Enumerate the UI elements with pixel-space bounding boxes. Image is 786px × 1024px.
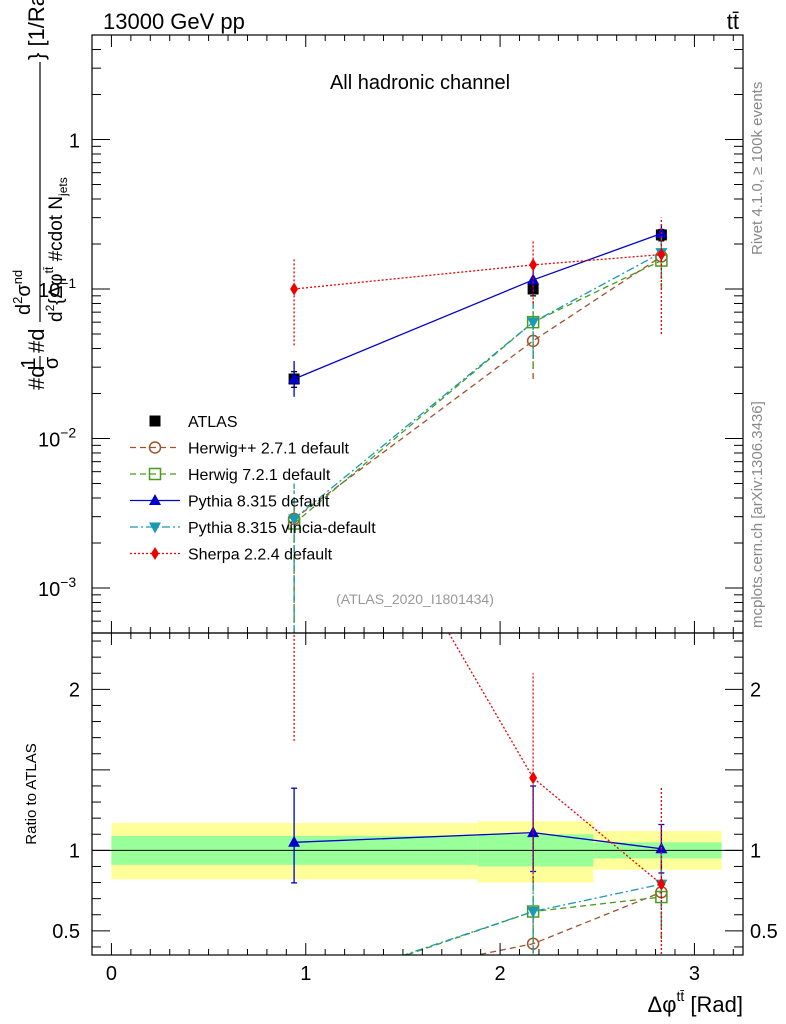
series-2-ratio-line [404, 896, 662, 955]
series-4-ratio-point-0 [288, 988, 300, 999]
series-5-point-0 [290, 282, 299, 296]
series-3-ratio-point-0 [288, 835, 301, 847]
series-4-ratio-point-1 [527, 907, 540, 919]
series-5-line [294, 253, 662, 290]
series-5-ratio-point-2 [657, 877, 666, 891]
x-tick-label: 0 [106, 963, 117, 985]
series-2-line [293, 259, 662, 525]
svg-text:} [1/Rad]: } [1/Rad] [24, 0, 49, 60]
svg-text:1: 1 [18, 357, 40, 368]
main-series [287, 217, 668, 633]
rivet-label: Rivet 4.1.0, ≥ 100k events [749, 82, 766, 255]
y-tick-label: 10−2 [38, 424, 76, 451]
series-5-ratio-line [448, 633, 662, 885]
x-tick-label: 2 [495, 963, 506, 985]
series-2-ratio-point-0 [289, 988, 300, 999]
series-5-ratio-point-1 [529, 771, 538, 785]
svg-text:d2σnd: d2σnd [10, 270, 35, 315]
process-label: tt̄ [727, 9, 739, 34]
series-1-ratio-line [474, 891, 662, 955]
series-4-point-1 [527, 317, 540, 329]
legend-marker-2 [148, 467, 162, 481]
ratio-tick-label: 0.5 [52, 921, 80, 943]
legend-marker-4 [149, 522, 161, 534]
x-axis-label: Δφtt̄ [Rad] [648, 988, 743, 1017]
analysis-id: (ATLAS_2020_I1801434) [336, 591, 494, 607]
series-5-point-1 [529, 258, 538, 272]
chart-title: All hadronic channel [330, 72, 510, 94]
y-tick-label: 10−3 [38, 574, 76, 601]
svg-text:#d: #d [24, 366, 49, 390]
axis-ticks: 0 1 2 3 1 10−1 10−2 10−3 0.5 0.5 1 1 2 2 [38, 34, 778, 985]
legend-marker-1 [148, 441, 162, 454]
legend-label-5: Sherpa 2.2.4 default [188, 547, 333, 564]
legend-marker-3 [149, 494, 161, 505]
series-3-point-0 [288, 372, 301, 384]
ratio-tick-label-right: 0.5 [750, 921, 778, 943]
y-tick-label: 1 [69, 130, 80, 152]
y-axis-label: #d 1 σ #d d2σnd d2{Δφtt̄ #cdot Njets } [… [10, 0, 70, 390]
legend-label-3: Pythia 8.315 default [188, 494, 330, 511]
legend-label-4: Pythia 8.315 vincia-default [188, 520, 376, 537]
series-4-ratio-line [402, 883, 662, 955]
legend-label-2: Herwig 7.2.1 default [188, 467, 331, 484]
legend-label-0: ATLAS [188, 414, 238, 431]
series-4-point-0 [288, 514, 301, 526]
legend-marker-0 [149, 415, 161, 427]
y-tick-label: 10−1 [38, 275, 76, 302]
svg-text:σ: σ [41, 356, 63, 369]
ratio-tick-label-right: 1 [750, 840, 761, 862]
ratio-series [288, 633, 668, 999]
series-3-line [293, 232, 662, 380]
series-3-ratio-point-1 [527, 826, 540, 838]
ratio-y-label: Ratio to ATLAS [23, 743, 40, 844]
x-tick-label: 3 [689, 963, 700, 985]
ratio-tick-label: 2 [69, 679, 80, 701]
svg-text:#d: #d [24, 329, 49, 353]
ratio-panel-frame [91, 632, 744, 956]
mcplots-label: mcplots.cern.ch [arXiv:1306.3436] [749, 401, 766, 628]
ratio-tick-label: 1 [69, 840, 80, 862]
legend: ATLAS Herwig++ 2.7.1 default Herwig 7.2.1 … [130, 414, 376, 564]
series-1-line [293, 255, 662, 520]
ratio-tick-label-right: 2 [750, 679, 761, 701]
ratio-bands [92, 821, 743, 883]
legend-label-1: Herwig++ 2.7.1 default [188, 441, 350, 458]
svg-text:d2{Δφtt̄ #cdot Njets: d2{Δφtt̄ #cdot Njets [42, 177, 70, 322]
series-1-ratio-point-0 [289, 987, 300, 998]
main-panel-frame [91, 34, 744, 634]
energy-label: 13000 GeV pp [103, 9, 245, 34]
series-5-point-2 [657, 248, 666, 262]
legend-marker-5 [151, 547, 159, 560]
x-tick-label: 1 [300, 963, 311, 985]
